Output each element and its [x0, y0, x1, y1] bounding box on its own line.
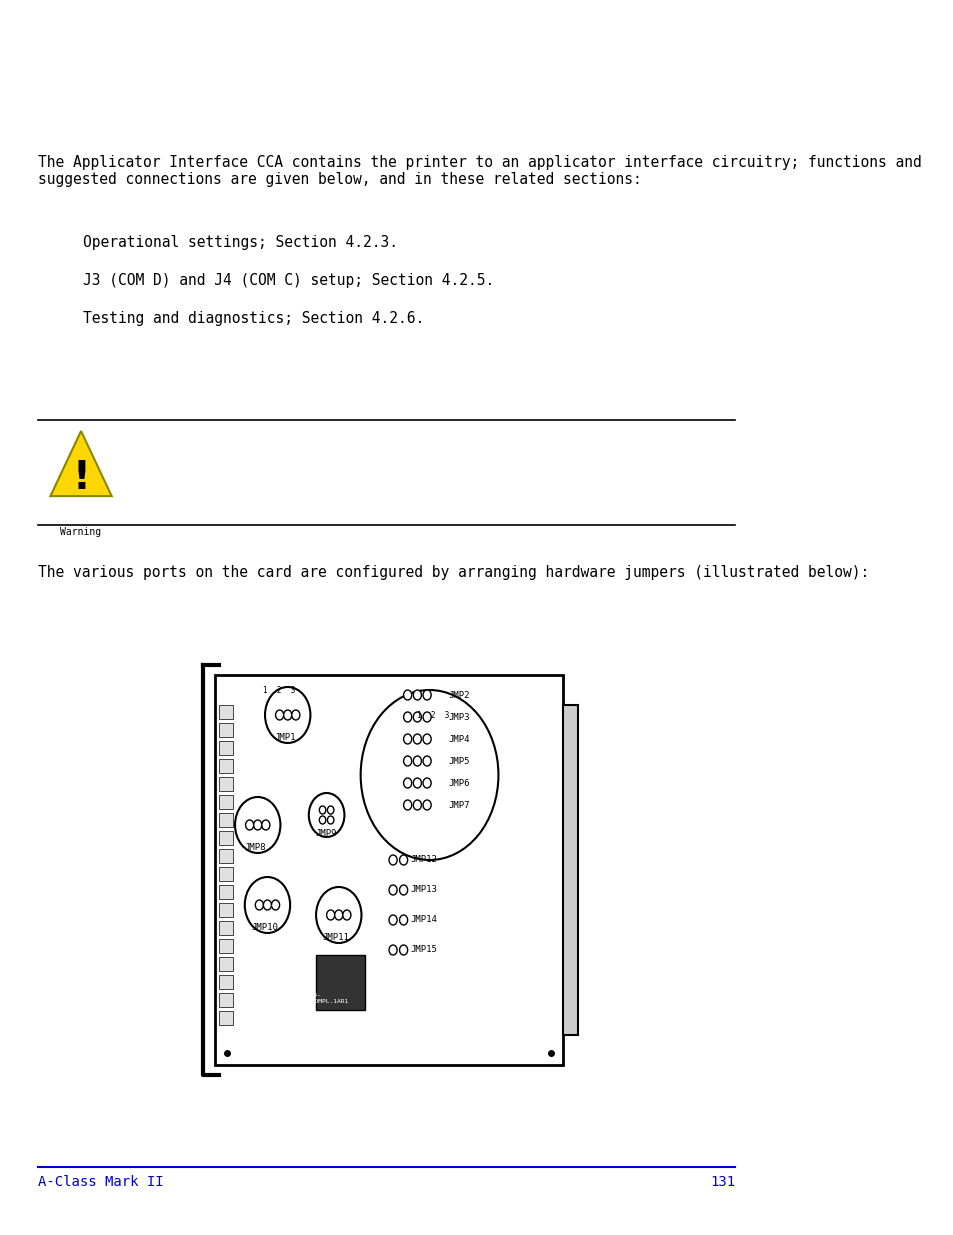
Circle shape	[360, 690, 497, 860]
Text: JMP15: JMP15	[411, 946, 437, 955]
FancyBboxPatch shape	[218, 1011, 233, 1025]
Text: JMP9: JMP9	[315, 829, 337, 839]
Circle shape	[399, 945, 407, 955]
Circle shape	[413, 734, 421, 743]
Circle shape	[403, 778, 412, 788]
Text: JMP1: JMP1	[274, 734, 295, 742]
Circle shape	[422, 756, 431, 766]
FancyBboxPatch shape	[218, 993, 233, 1007]
Circle shape	[389, 855, 396, 864]
Text: 1  2  3: 1 2 3	[417, 711, 449, 720]
FancyBboxPatch shape	[218, 760, 233, 773]
Circle shape	[261, 820, 270, 830]
Text: Testing and diagnostics; Section 4.2.6.: Testing and diagnostics; Section 4.2.6.	[83, 311, 423, 326]
Circle shape	[422, 690, 431, 700]
Circle shape	[319, 806, 326, 814]
Circle shape	[413, 690, 421, 700]
Text: 131: 131	[709, 1174, 735, 1189]
Circle shape	[399, 885, 407, 895]
FancyBboxPatch shape	[562, 705, 578, 1035]
Text: A-Class Mark II: A-Class Mark II	[38, 1174, 164, 1189]
FancyBboxPatch shape	[315, 955, 364, 1010]
Circle shape	[389, 885, 396, 895]
Circle shape	[234, 797, 280, 853]
Circle shape	[315, 887, 361, 944]
Text: Operational settings; Section 4.2.3.: Operational settings; Section 4.2.3.	[83, 235, 397, 249]
Text: !: !	[72, 459, 90, 496]
Circle shape	[309, 793, 344, 837]
Text: Warning: Warning	[60, 527, 102, 537]
Text: JMP6: JMP6	[448, 778, 469, 788]
Circle shape	[403, 690, 412, 700]
FancyBboxPatch shape	[218, 903, 233, 918]
Text: JMP2: JMP2	[448, 690, 469, 699]
Circle shape	[253, 820, 261, 830]
Text: 1  2  3: 1 2 3	[263, 685, 295, 695]
FancyBboxPatch shape	[218, 939, 233, 953]
Circle shape	[403, 734, 412, 743]
Circle shape	[399, 915, 407, 925]
Circle shape	[342, 910, 351, 920]
Circle shape	[413, 713, 421, 722]
FancyBboxPatch shape	[218, 831, 233, 845]
Circle shape	[327, 816, 334, 824]
FancyBboxPatch shape	[218, 848, 233, 863]
Circle shape	[422, 713, 431, 722]
FancyBboxPatch shape	[218, 921, 233, 935]
Circle shape	[272, 900, 279, 910]
Text: JMP14: JMP14	[411, 915, 437, 925]
Text: JMP13: JMP13	[411, 885, 437, 894]
Circle shape	[327, 806, 334, 814]
Circle shape	[319, 816, 326, 824]
Circle shape	[326, 910, 335, 920]
Circle shape	[275, 710, 283, 720]
Text: 51-2404-
ROHS COMPL.1AR1: 51-2404- ROHS COMPL.1AR1	[292, 993, 348, 1004]
Text: JMP8: JMP8	[244, 844, 266, 852]
FancyBboxPatch shape	[218, 705, 233, 719]
Circle shape	[292, 710, 299, 720]
FancyBboxPatch shape	[218, 885, 233, 899]
Text: JMP7: JMP7	[448, 800, 469, 809]
Circle shape	[399, 855, 407, 864]
Text: J3 (COM D) and J4 (COM C) setup; Section 4.2.5.: J3 (COM D) and J4 (COM C) setup; Section…	[83, 273, 494, 288]
Circle shape	[422, 734, 431, 743]
FancyBboxPatch shape	[218, 813, 233, 827]
Circle shape	[335, 910, 342, 920]
FancyBboxPatch shape	[218, 957, 233, 971]
Circle shape	[389, 915, 396, 925]
FancyBboxPatch shape	[218, 777, 233, 790]
Circle shape	[422, 778, 431, 788]
Circle shape	[403, 713, 412, 722]
Circle shape	[389, 945, 396, 955]
Circle shape	[413, 756, 421, 766]
Circle shape	[283, 710, 292, 720]
Circle shape	[263, 900, 272, 910]
Circle shape	[265, 687, 310, 743]
Text: JMP10: JMP10	[252, 923, 278, 932]
FancyBboxPatch shape	[218, 722, 233, 737]
FancyBboxPatch shape	[218, 795, 233, 809]
Circle shape	[413, 800, 421, 810]
Text: JMP3: JMP3	[448, 713, 469, 721]
Circle shape	[422, 800, 431, 810]
FancyBboxPatch shape	[218, 974, 233, 989]
Text: JMP11: JMP11	[322, 932, 350, 942]
Text: The various ports on the card are configured by arranging hardware jumpers (illu: The various ports on the card are config…	[38, 564, 868, 580]
Circle shape	[255, 900, 263, 910]
Circle shape	[403, 756, 412, 766]
Circle shape	[245, 820, 253, 830]
Circle shape	[245, 877, 290, 932]
Text: JMP4: JMP4	[448, 735, 469, 743]
Text: JMP5: JMP5	[448, 757, 469, 766]
FancyBboxPatch shape	[218, 867, 233, 881]
Polygon shape	[51, 431, 112, 496]
Circle shape	[403, 800, 412, 810]
Text: The Applicator Interface CCA contains the printer to an applicator interface cir: The Applicator Interface CCA contains th…	[38, 156, 921, 188]
FancyBboxPatch shape	[218, 741, 233, 755]
Text: JMP12: JMP12	[411, 856, 437, 864]
FancyBboxPatch shape	[214, 676, 562, 1065]
Circle shape	[413, 778, 421, 788]
